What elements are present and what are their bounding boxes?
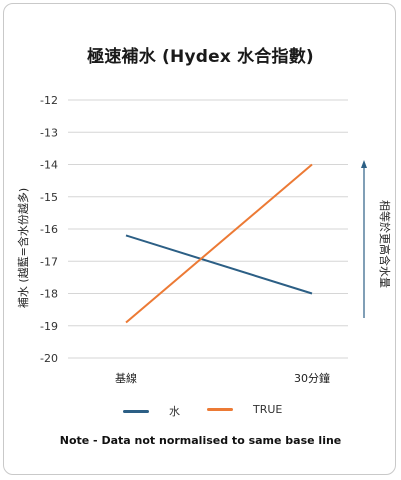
series-line-1	[125, 163, 313, 324]
y-tick-label: -17	[40, 255, 58, 268]
chart-note: Note - Data not normalised to same base …	[59, 434, 342, 447]
y-tick-label: -20	[40, 352, 58, 365]
right-annotation-label: 相等於更高含水量	[378, 200, 392, 288]
line-chart: -12 -13 -14 -15 -16 -17 -18 -19 -20 基線 30分鐘 補水 (越…	[16, 94, 392, 385]
y-tick-label: -14	[40, 159, 58, 172]
right-annotation-arrowhead	[361, 160, 367, 168]
x-tick-label: 基線	[115, 371, 137, 385]
chart-card	[3, 3, 396, 475]
legend-item-true: TRUE	[207, 403, 282, 416]
legend-label-water: 水	[169, 405, 180, 418]
chart-title: 極速補水 (Hydex 水合指數)	[87, 47, 314, 67]
x-tick-labels: 基線 30分鐘	[115, 371, 330, 385]
legend-swatch-true	[207, 408, 233, 411]
legend-item-water: 水	[123, 403, 180, 419]
right-annotation: 相等於更高含水量	[361, 160, 392, 318]
y-tick-label: -19	[40, 320, 58, 333]
y-tick-label: -12	[40, 94, 58, 107]
y-tick-label: -15	[40, 191, 58, 204]
legend-swatch-water	[123, 409, 149, 413]
series-lines	[125, 163, 313, 324]
y-tick-label: -18	[40, 288, 58, 301]
grid-lines	[68, 99, 348, 359]
x-tick-label: 30分鐘	[294, 371, 330, 385]
y-tick-label: -13	[40, 126, 58, 139]
legend: 水 TRUE	[0, 403, 401, 421]
y-tick-labels: -12 -13 -14 -15 -16 -17 -18 -19 -20	[40, 94, 58, 365]
y-axis-label: 補水 (越藍=含水份越多)	[16, 188, 30, 308]
legend-label-true: TRUE	[253, 403, 283, 416]
series-line-0	[125, 234, 313, 295]
y-tick-label: -16	[40, 223, 58, 236]
